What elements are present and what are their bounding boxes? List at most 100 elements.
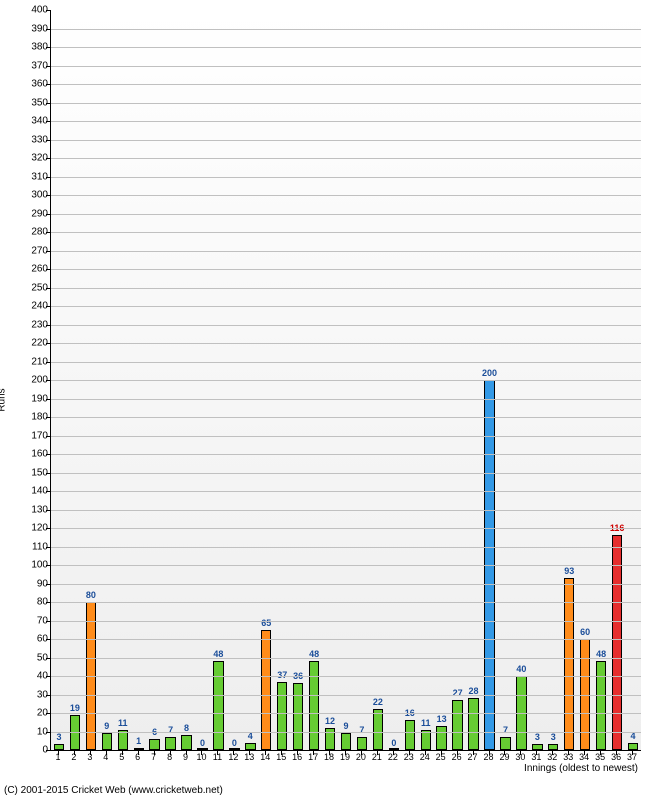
x-tick-label: 15 bbox=[276, 752, 286, 762]
bar bbox=[564, 578, 574, 750]
y-gridline bbox=[51, 528, 641, 529]
y-tick-label: 330 bbox=[8, 134, 48, 145]
bar bbox=[436, 726, 446, 750]
y-gridline bbox=[51, 547, 641, 548]
y-gridline bbox=[51, 658, 641, 659]
y-tick-label: 90 bbox=[8, 578, 48, 589]
x-tick-label: 36 bbox=[611, 752, 621, 762]
y-gridline bbox=[51, 121, 641, 122]
y-gridline bbox=[51, 399, 641, 400]
y-gridline bbox=[51, 66, 641, 67]
bar-value-label: 7 bbox=[493, 725, 517, 735]
y-gridline bbox=[51, 47, 641, 48]
bar bbox=[213, 661, 223, 750]
y-tick-label: 230 bbox=[8, 319, 48, 330]
y-gridline bbox=[51, 177, 641, 178]
x-tick-label: 27 bbox=[468, 752, 478, 762]
y-gridline bbox=[51, 713, 641, 714]
bar bbox=[357, 737, 367, 750]
y-tick-label: 250 bbox=[8, 282, 48, 293]
plot-area: 3198091116780480465373648129722016111327… bbox=[50, 10, 641, 751]
y-gridline bbox=[51, 84, 641, 85]
y-gridline bbox=[51, 306, 641, 307]
y-gridline bbox=[51, 565, 641, 566]
x-tick-label: 8 bbox=[167, 752, 172, 762]
y-axis-label: Runs bbox=[0, 388, 8, 411]
y-gridline bbox=[51, 639, 641, 640]
bar bbox=[596, 661, 606, 750]
y-gridline bbox=[51, 732, 641, 733]
y-tick-label: 180 bbox=[8, 412, 48, 423]
x-tick-label: 29 bbox=[499, 752, 509, 762]
y-tick-label: 350 bbox=[8, 97, 48, 108]
x-tick-label: 30 bbox=[515, 752, 525, 762]
y-tick-label: 280 bbox=[8, 227, 48, 238]
bar bbox=[421, 730, 431, 750]
x-tick-label: 2 bbox=[71, 752, 76, 762]
y-gridline bbox=[51, 417, 641, 418]
y-gridline bbox=[51, 214, 641, 215]
x-tick-label: 33 bbox=[563, 752, 573, 762]
y-tick-label: 70 bbox=[8, 615, 48, 626]
bar bbox=[134, 748, 144, 750]
x-tick-label: 37 bbox=[627, 752, 637, 762]
y-tick-label: 340 bbox=[8, 116, 48, 127]
x-tick-label: 1 bbox=[55, 752, 60, 762]
bar-value-label: 3 bbox=[47, 732, 71, 742]
y-gridline bbox=[51, 584, 641, 585]
x-tick-label: 13 bbox=[244, 752, 254, 762]
bar-value-label: 3 bbox=[541, 732, 565, 742]
bar bbox=[165, 737, 175, 750]
bar bbox=[309, 661, 319, 750]
x-tick-label: 12 bbox=[228, 752, 238, 762]
x-tick-label: 16 bbox=[292, 752, 302, 762]
x-tick-label: 22 bbox=[388, 752, 398, 762]
y-tick-label: 400 bbox=[8, 5, 48, 16]
bar bbox=[500, 737, 510, 750]
x-tick-label: 28 bbox=[483, 752, 493, 762]
y-tick-label: 210 bbox=[8, 356, 48, 367]
y-gridline bbox=[51, 676, 641, 677]
y-gridline bbox=[51, 473, 641, 474]
y-gridline bbox=[51, 362, 641, 363]
y-tick-label: 150 bbox=[8, 467, 48, 478]
bar-value-label: 93 bbox=[557, 566, 581, 576]
bar-value-label: 65 bbox=[254, 618, 278, 628]
bar-value-label: 60 bbox=[573, 627, 597, 637]
x-axis-label: Innings (oldest to newest) bbox=[524, 763, 638, 774]
y-tick-label: 370 bbox=[8, 60, 48, 71]
x-tick-label: 9 bbox=[183, 752, 188, 762]
y-tick-label: 320 bbox=[8, 153, 48, 164]
y-tick-label: 30 bbox=[8, 689, 48, 700]
x-tick-label: 11 bbox=[213, 752, 222, 762]
bar bbox=[628, 743, 638, 750]
y-tick-label: 290 bbox=[8, 208, 48, 219]
x-tick-label: 7 bbox=[151, 752, 156, 762]
y-tick-label: 80 bbox=[8, 597, 48, 608]
x-tick-label: 3 bbox=[87, 752, 92, 762]
y-tick-label: 260 bbox=[8, 264, 48, 275]
bar-value-label: 22 bbox=[366, 697, 390, 707]
bar bbox=[245, 743, 255, 750]
y-tick-label: 200 bbox=[8, 375, 48, 386]
x-tick-label: 10 bbox=[196, 752, 206, 762]
bar-value-label: 0 bbox=[190, 738, 214, 748]
y-tick-label: 170 bbox=[8, 430, 48, 441]
y-tick-label: 380 bbox=[8, 42, 48, 53]
y-tick-label: 130 bbox=[8, 504, 48, 515]
y-gridline bbox=[51, 140, 641, 141]
y-tick-label: 60 bbox=[8, 634, 48, 645]
y-tick-label: 300 bbox=[8, 190, 48, 201]
x-tick-label: 25 bbox=[436, 752, 446, 762]
y-gridline bbox=[51, 602, 641, 603]
x-tick-label: 32 bbox=[547, 752, 557, 762]
y-tick-label: 310 bbox=[8, 171, 48, 182]
y-gridline bbox=[51, 251, 641, 252]
bar-value-label: 13 bbox=[430, 714, 454, 724]
x-tick-label: 26 bbox=[452, 752, 462, 762]
y-tick-label: 120 bbox=[8, 523, 48, 534]
y-tick-label: 240 bbox=[8, 301, 48, 312]
bar-value-label: 11 bbox=[111, 718, 135, 728]
bar-value-label: 200 bbox=[478, 368, 502, 378]
y-gridline bbox=[51, 695, 641, 696]
